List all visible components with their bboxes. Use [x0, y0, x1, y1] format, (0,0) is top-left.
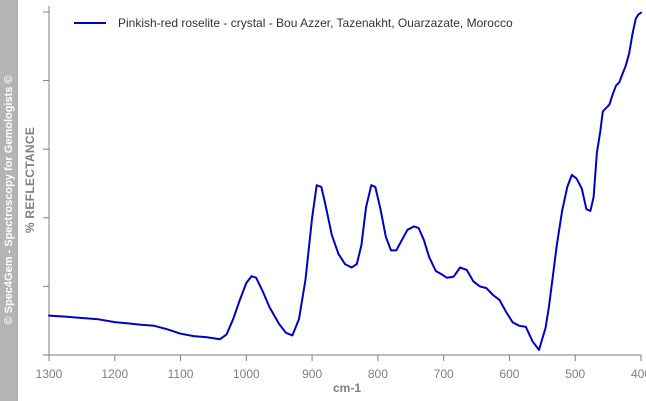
x-tick-label-800: 800 [368, 367, 388, 381]
y-ticks [43, 11, 49, 356]
x-tick-label-600: 600 [499, 367, 519, 381]
x-tick-label-1300: 1300 [36, 367, 63, 381]
x-ticks: 1300 1200 1100 1000 900 800 700 600 500 400 [36, 355, 646, 381]
x-tick-label-700: 700 [434, 367, 454, 381]
x-tick-label-1000: 1000 [233, 367, 260, 381]
series-line-0 [48, 11, 642, 351]
watermark-band: © Spec4Gem - Spectroscopy for Gemologist… [0, 0, 18, 401]
series-layer [48, 11, 642, 351]
axes [48, 6, 641, 356]
x-tick-label-1200: 1200 [101, 367, 128, 381]
x-tick-label-900: 900 [302, 367, 322, 381]
x-tick-label-1100: 1100 [168, 367, 194, 381]
legend-label: Pinkish-red roselite - crystal - Bou Azz… [118, 16, 513, 30]
x-tick-label-400: 400 [631, 367, 646, 381]
x-axis-label: cm-1 [333, 381, 361, 395]
legend: Pinkish-red roselite - crystal - Bou Azz… [74, 16, 513, 30]
x-tick-label-500: 500 [565, 367, 585, 381]
